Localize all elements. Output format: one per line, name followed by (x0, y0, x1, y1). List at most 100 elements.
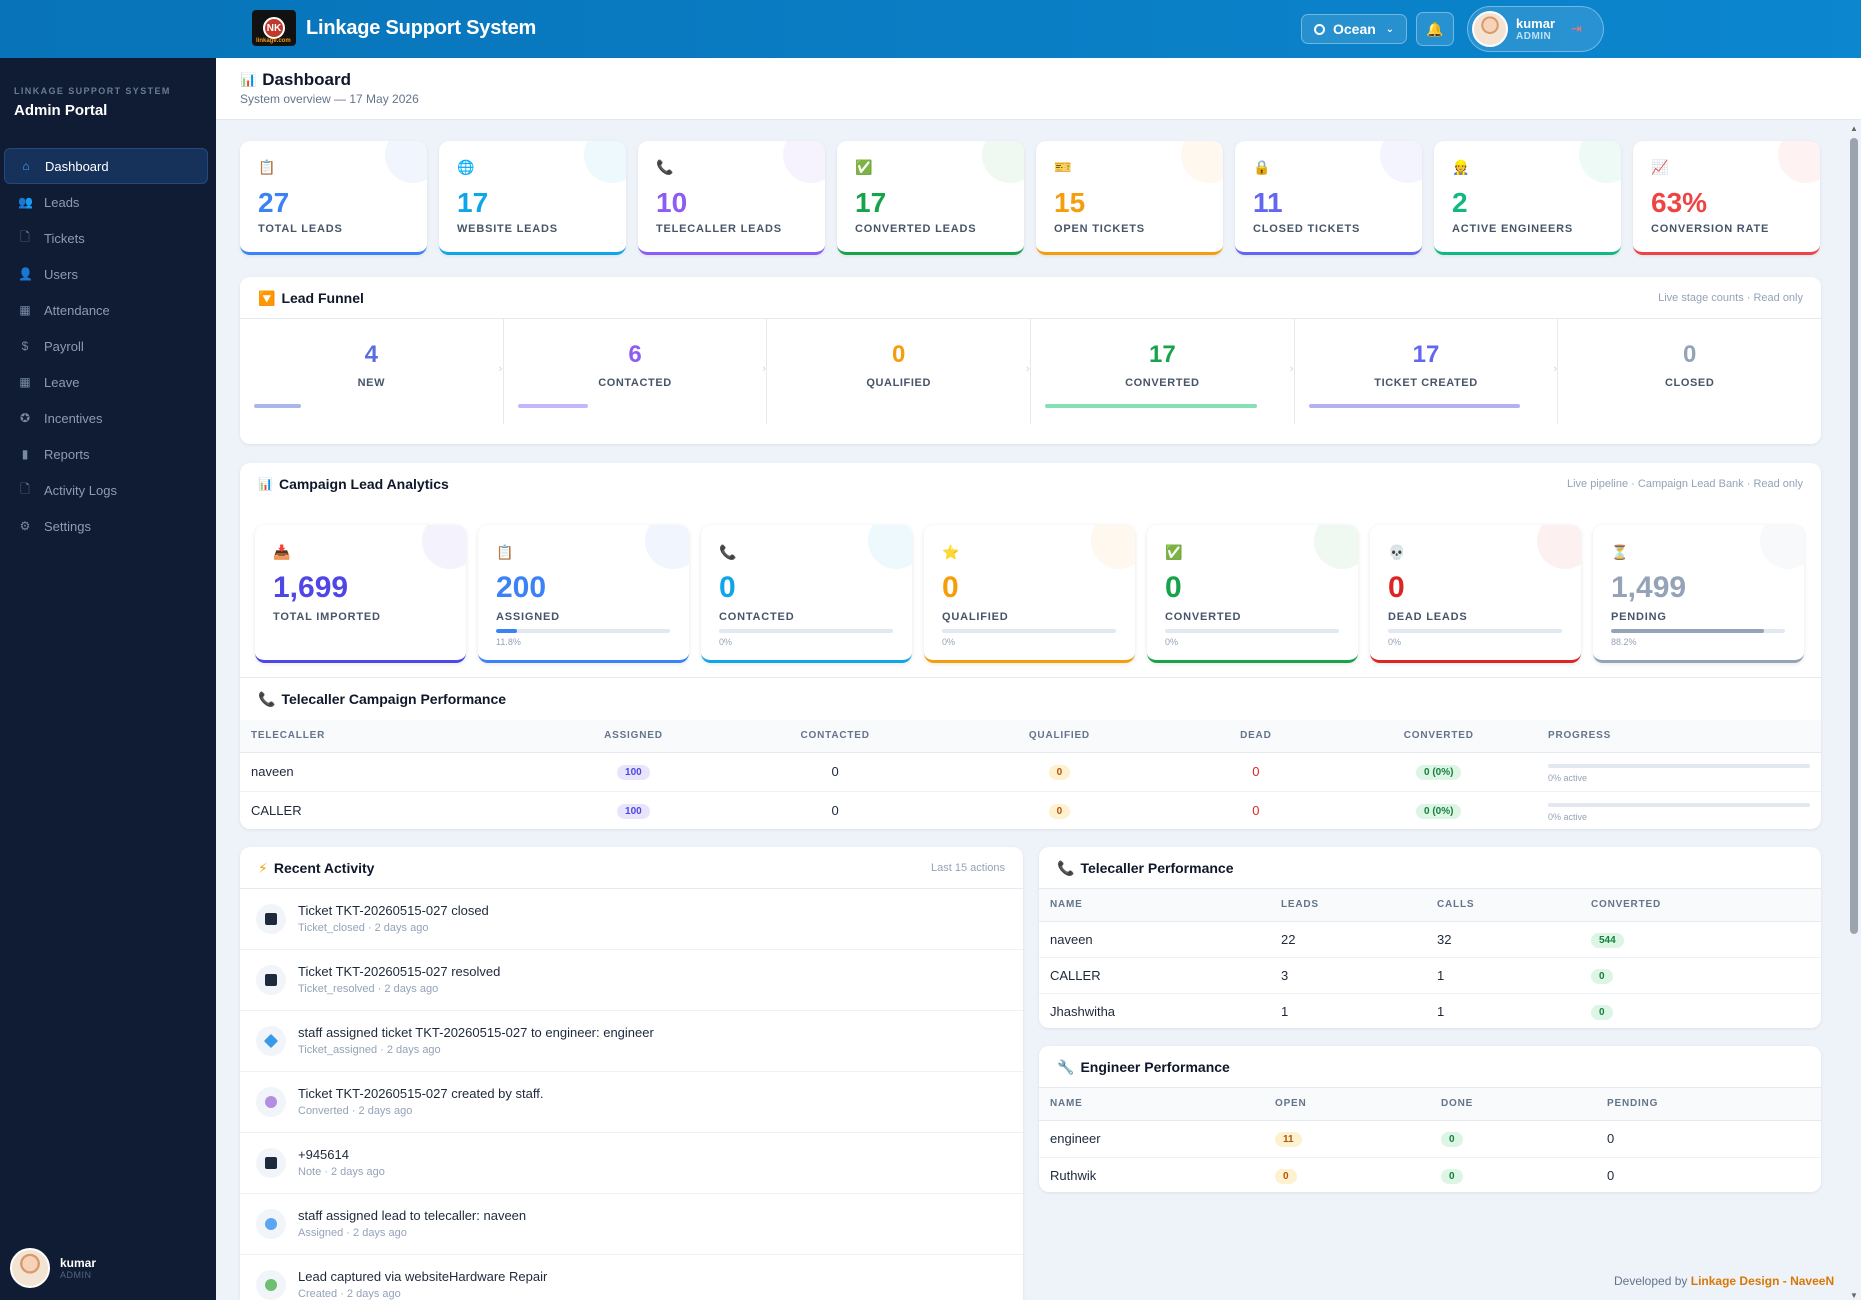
telecaller-name: naveen (240, 752, 545, 792)
stat-card[interactable]: 🎫 15 OPEN TICKETS (1036, 141, 1223, 255)
sidebar-item-dashboard[interactable]: ⌂ Dashboard (4, 148, 208, 184)
leads-cell: 3 (1270, 957, 1426, 994)
avatar (1472, 11, 1508, 47)
campaign-card-label: QUALIFIED (942, 611, 1009, 623)
logout-icon[interactable]: ⇥ (1571, 21, 1582, 36)
sidebar-item-reports[interactable]: ▮ Reports (4, 436, 208, 472)
campaign-card-value: 0 (1388, 571, 1405, 604)
card-decoration (584, 141, 626, 183)
campaign-card[interactable]: ⭐ 0 QUALIFIED 0% (924, 525, 1135, 663)
list-item[interactable]: Ticket TKT-20260515-027 resolved Ticket_r… (240, 950, 1023, 1011)
done-cell: 0 (1430, 1157, 1596, 1192)
activity-dot-icon (256, 1209, 286, 1239)
funnel-stage-value: 0 (1683, 341, 1697, 368)
card-decoration (783, 141, 825, 183)
funnel-stage-bar (517, 404, 589, 408)
campaign-card[interactable]: ⏳ 1,499 PENDING 88.2% (1593, 525, 1804, 663)
stat-card[interactable]: ✅ 17 CONVERTED LEADS (837, 141, 1024, 255)
stat-label: OPEN TICKETS (1054, 223, 1145, 235)
stat-card[interactable]: 📋 27 TOTAL LEADS (240, 141, 427, 255)
sidebar-item-label: Dashboard (45, 158, 109, 174)
logo-small-text: linkage.com (256, 38, 291, 44)
sidebar-item-leave[interactable]: ▦ Leave (4, 364, 208, 400)
sidebar-item-payroll[interactable]: $ Payroll (4, 328, 208, 364)
sidebar-item-attendance[interactable]: ▦ Attendance (4, 292, 208, 328)
stat-card[interactable]: 🌐 17 WEBSITE LEADS (439, 141, 626, 255)
list-item[interactable]: +945614 Note · 2 days ago (240, 1133, 1023, 1194)
engineer-name: Ruthwik (1039, 1157, 1264, 1192)
sidebar-item-users[interactable]: 👤 Users (4, 256, 208, 292)
activity-dot-mark (265, 913, 277, 925)
list-item[interactable]: staff assigned lead to telecaller: navee… (240, 1194, 1023, 1255)
campaign-card-percent: 88.2% (1611, 637, 1637, 647)
activity-meta: Ticket_resolved · 2 days ago (298, 983, 439, 995)
sidebar-item-label: Settings (44, 518, 91, 534)
list-item[interactable]: staff assigned ticket TKT-20260515-027 t… (240, 1011, 1023, 1072)
table-body: naveen 100 0 0 0 0 (0%) 0% active CALLER 100 0 0 0 0… (240, 752, 1821, 829)
stat-card[interactable]: 🔒 11 CLOSED TICKETS (1235, 141, 1422, 255)
table-row: naveen 22 32 544 (1039, 921, 1821, 958)
table-header-row: NAME OPEN DONE PENDING (1039, 1088, 1821, 1121)
telecaller-name: Jhashwitha (1039, 993, 1270, 1028)
activity-title: staff assigned ticket TKT-20260515-027 t… (298, 1025, 654, 1040)
inbox-icon: 📥 (273, 544, 291, 560)
activity-dot-mark (265, 974, 277, 986)
sidebar-item-label: Leave (44, 374, 80, 390)
activity-title: Ticket TKT-20260515-027 created by staff… (298, 1086, 544, 1101)
sidebar-item-incentives[interactable]: ✪ Incentives (4, 400, 208, 436)
card-decoration (385, 141, 427, 183)
card-decoration (1537, 525, 1581, 569)
theme-label: Ocean (1333, 21, 1376, 37)
list-item[interactable]: Ticket TKT-20260515-027 closed Ticket_clo… (240, 889, 1023, 950)
scroll-up-icon[interactable]: ▲ (1850, 124, 1858, 133)
table-body: engineer 11 0 0 Ruthwik 0 0 0 (1039, 1120, 1821, 1192)
recent-activity-panel: ⚡ Recent Activity Last 15 actions Ticket… (240, 847, 1023, 1300)
theme-ring-icon (1314, 23, 1325, 35)
sidebar-item-leads[interactable]: 👥 Leads (4, 184, 208, 220)
ticket-icon: 🎫 (1054, 159, 1072, 175)
user-menu[interactable]: kumar ADMIN ⇥ (1467, 6, 1604, 52)
stat-card[interactable]: 📈 63% CONVERSION RATE (1633, 141, 1820, 255)
sidebar-item-label: Payroll (44, 338, 84, 354)
activity-title: staff assigned lead to telecaller: navee… (298, 1208, 527, 1223)
list-item[interactable]: Ticket TKT-20260515-027 created by staff… (240, 1072, 1023, 1133)
campaign-card[interactable]: 📞 0 CONTACTED 0% (701, 525, 912, 663)
footer-credit: Developed by Linkage Design - NaveeN (1614, 1274, 1834, 1288)
stat-label: CONVERTED LEADS (855, 223, 977, 235)
qualified-badge: 0 (1048, 804, 1071, 819)
campaign-card-value: 0 (719, 571, 736, 604)
campaign-card[interactable]: 💀 0 DEAD LEADS 0% (1370, 525, 1581, 663)
table-body: naveen 22 32 544 CALLER 3 1 0 Jhashwitha 1 1 0 (1039, 921, 1821, 1028)
campaign-card[interactable]: 📥 1,699 TOTAL IMPORTED (255, 525, 466, 663)
campaign-card[interactable]: ✅ 0 CONVERTED 0% (1147, 525, 1358, 663)
list-item[interactable]: Lead captured via websiteHardware Repair… (240, 1255, 1023, 1300)
card-decoration (868, 525, 912, 569)
check-icon: ✅ (855, 159, 873, 175)
sidebar-item-label: Leads (44, 194, 80, 210)
sidebar-item-settings[interactable]: ⚙ Settings (4, 508, 208, 544)
theme-selector[interactable]: Ocean ⌄ (1301, 14, 1407, 44)
activity-meta: Converted · 2 days ago (298, 1105, 413, 1117)
star-icon: ⭐ (942, 544, 960, 560)
stat-card[interactable]: 📞 10 TELECALLER LEADS (638, 141, 825, 255)
main-scrollbar[interactable]: ▲ ▼ (1849, 124, 1859, 1300)
phone-icon: 📞 (258, 691, 276, 707)
dead-cell: 0 (1171, 752, 1341, 792)
sidebar-item-tickets[interactable]: 🗋 Tickets (4, 220, 208, 256)
scroll-down-icon[interactable]: ▼ (1850, 1291, 1858, 1300)
sidebar-user[interactable]: kumar ADMIN (10, 1248, 96, 1288)
telecaller-campaign-section: 📞 Telecaller Campaign Performance TELECA… (240, 677, 1821, 829)
activity-title: Ticket TKT-20260515-027 closed (298, 903, 489, 918)
sidebar-item-label: Tickets (44, 230, 85, 246)
stat-card[interactable]: 👷 2 ACTIVE ENGINEERS (1434, 141, 1621, 255)
footer-credit-link[interactable]: Linkage Design - NaveeN (1690, 1274, 1835, 1288)
scrollbar-thumb[interactable] (1850, 138, 1858, 934)
campaign-card[interactable]: 📋 200 ASSIGNED 11.8% (478, 525, 689, 663)
sidebar-item-label: Reports (44, 446, 90, 462)
funnel-stage: › 17 TICKET CREATED (1290, 319, 1559, 424)
notifications-button[interactable]: 🔔 (1416, 12, 1454, 46)
logo-mark: NK (263, 17, 285, 39)
brand[interactable]: NK linkage.com Linkage Support System (252, 10, 536, 46)
sidebar-item-activity-logs[interactable]: 🗋 Activity Logs (4, 472, 208, 508)
campaign-card-value: 0 (1165, 571, 1182, 604)
